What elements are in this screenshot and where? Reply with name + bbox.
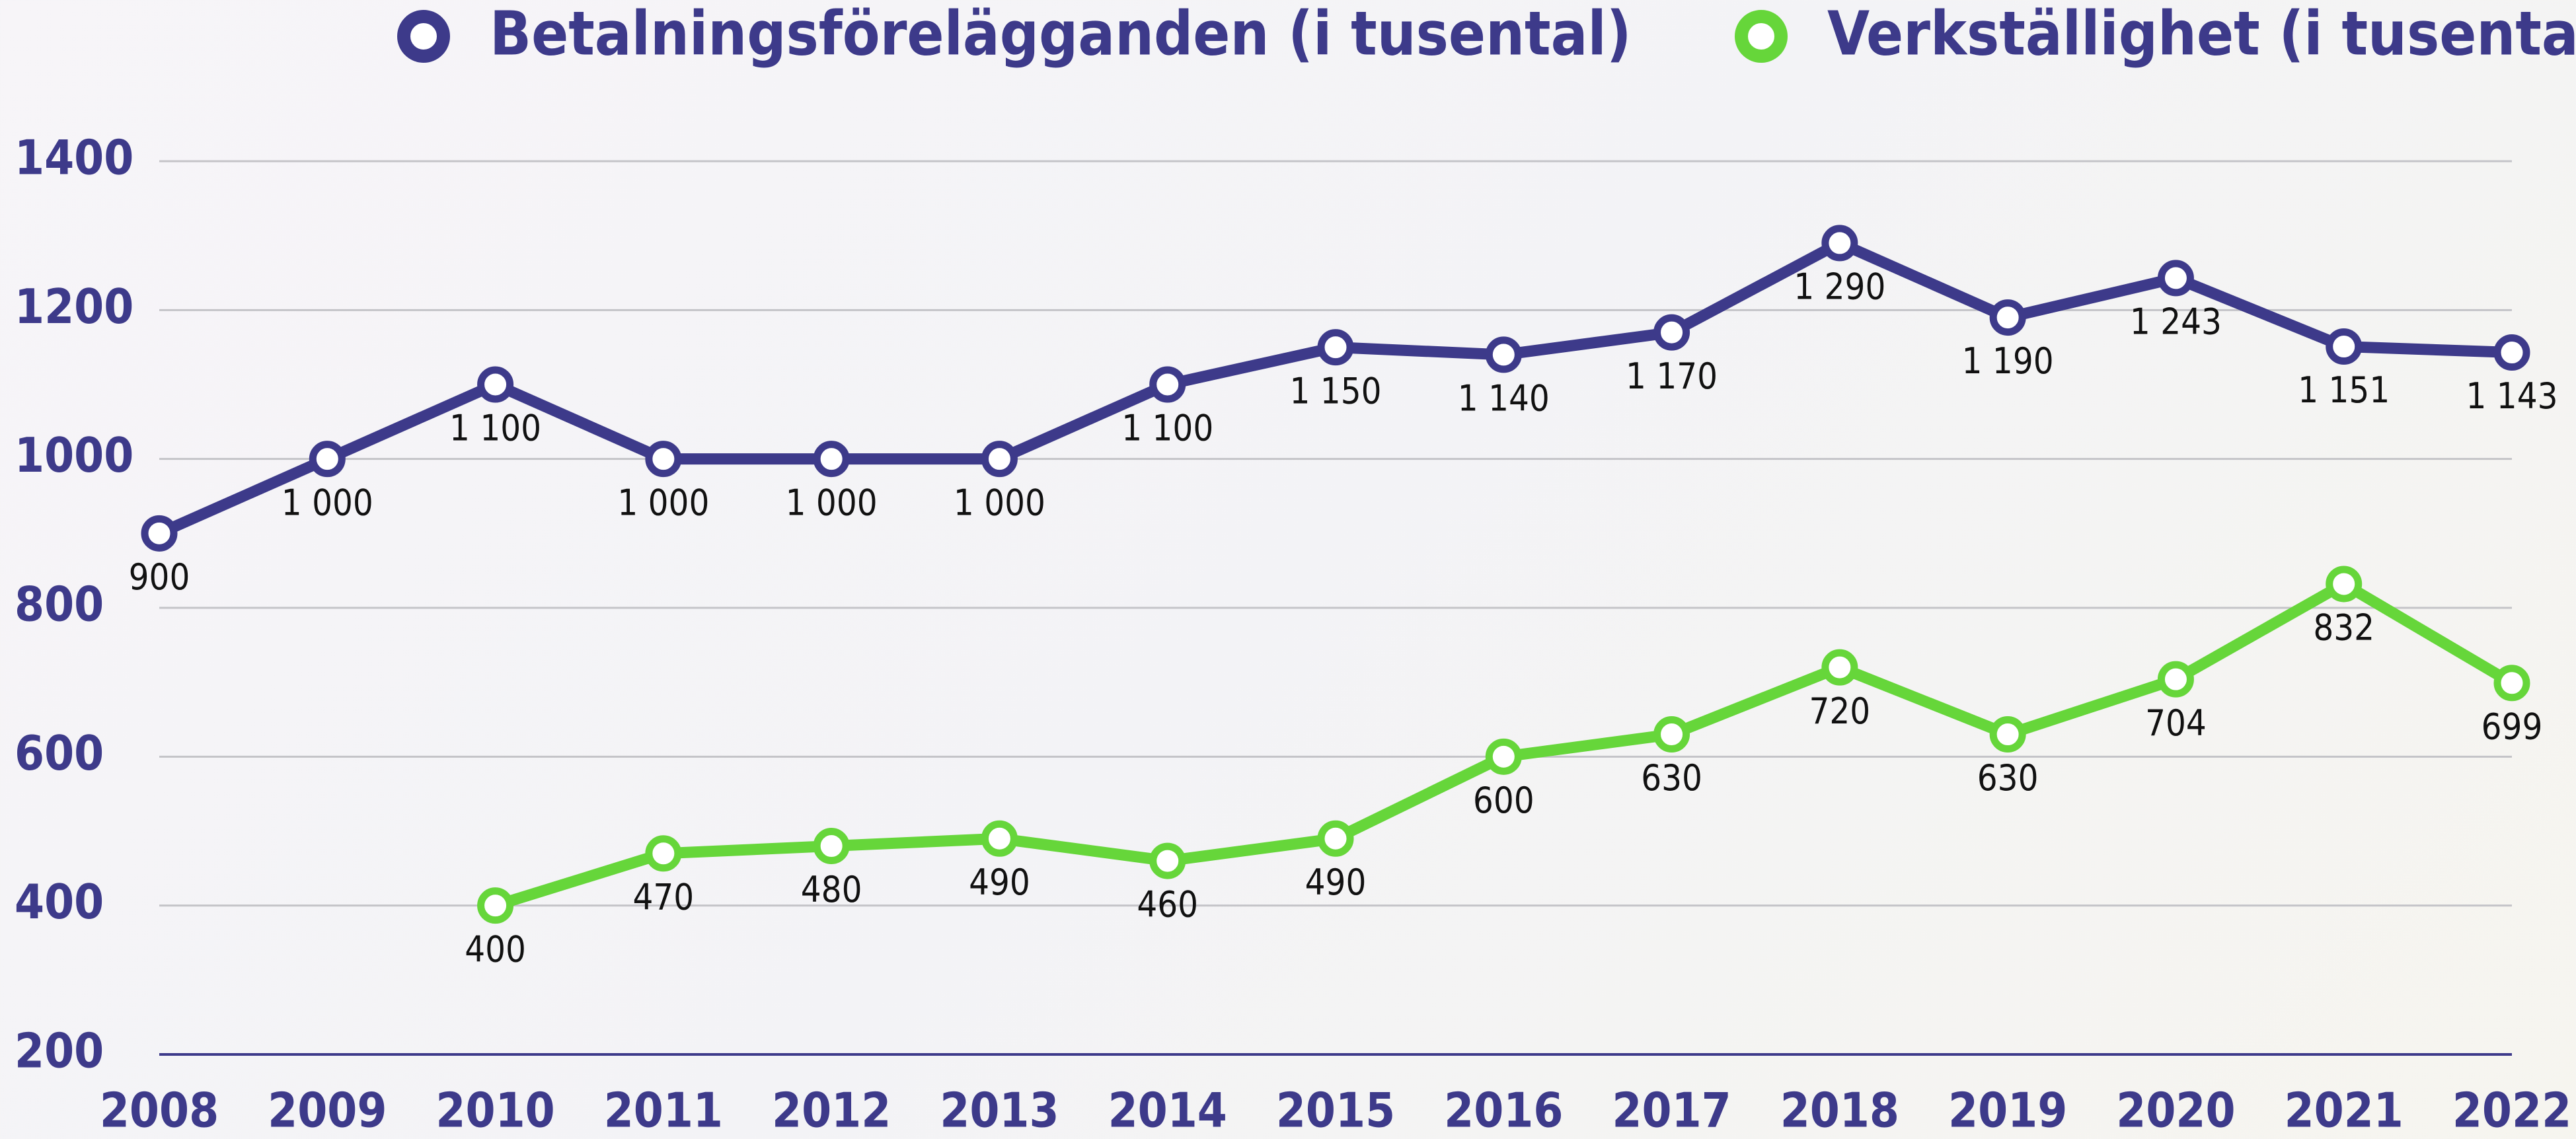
data-label: 1 100 bbox=[1121, 408, 1213, 449]
data-point bbox=[2326, 328, 2363, 365]
data-point bbox=[1989, 299, 2026, 336]
legend-label: Verkställighet (i tusental) bbox=[1827, 0, 2576, 69]
y-tick-label: 800 bbox=[15, 577, 104, 632]
data-label: 1 290 bbox=[1794, 266, 1885, 308]
x-tick-label: 2016 bbox=[1444, 1083, 1563, 1138]
data-point bbox=[813, 828, 850, 865]
data-label: 490 bbox=[1305, 862, 1367, 903]
data-point bbox=[1989, 716, 2026, 753]
data-point bbox=[1149, 842, 1186, 879]
data-label: 699 bbox=[2481, 706, 2543, 747]
data-point bbox=[309, 441, 346, 478]
data-point bbox=[1317, 820, 1354, 857]
y-tick-label: 1000 bbox=[15, 427, 133, 483]
data-label: 630 bbox=[1977, 757, 2039, 799]
data-point bbox=[645, 441, 682, 478]
data-point bbox=[477, 366, 514, 403]
data-point bbox=[1653, 716, 1690, 753]
data-label: 1 140 bbox=[1458, 378, 1550, 420]
data-point bbox=[981, 820, 1018, 857]
y-tick-label: 1200 bbox=[15, 279, 133, 334]
y-tick-label: 400 bbox=[15, 874, 104, 930]
data-point bbox=[1821, 649, 1858, 686]
data-label: 1 243 bbox=[2130, 301, 2222, 343]
data-point bbox=[141, 515, 178, 552]
data-point bbox=[1821, 225, 1858, 262]
data-label: 1 000 bbox=[954, 482, 1045, 523]
data-label: 470 bbox=[632, 876, 694, 918]
data-label: 460 bbox=[1137, 884, 1198, 926]
data-label: 832 bbox=[2313, 607, 2374, 649]
data-label: 1 143 bbox=[2466, 375, 2557, 417]
data-point bbox=[2157, 260, 2194, 297]
legend-marker bbox=[1735, 10, 1788, 63]
data-label: 1 000 bbox=[617, 482, 709, 523]
data-label: 900 bbox=[129, 556, 190, 598]
x-tick-label: 2020 bbox=[2116, 1083, 2235, 1138]
data-label: 1 151 bbox=[2298, 369, 2390, 411]
data-point bbox=[1653, 314, 1690, 351]
data-label: 1 000 bbox=[282, 482, 373, 523]
x-tick-label: 2018 bbox=[1780, 1083, 1899, 1138]
data-point bbox=[1485, 738, 1522, 775]
data-point bbox=[2157, 661, 2194, 698]
data-point bbox=[2493, 334, 2530, 371]
data-point bbox=[477, 887, 514, 924]
legend-label: Betalningsförelägganden (i tusental) bbox=[490, 0, 1632, 69]
data-label: 400 bbox=[465, 928, 526, 970]
data-point bbox=[1317, 329, 1354, 366]
y-tick-label: 1400 bbox=[15, 130, 133, 186]
legend-marker bbox=[397, 10, 450, 63]
x-tick-label: 2008 bbox=[100, 1083, 219, 1138]
data-label: 720 bbox=[1809, 690, 1870, 732]
x-tick-label: 2014 bbox=[1108, 1083, 1227, 1138]
y-tick-label: 600 bbox=[15, 725, 104, 781]
data-label: 630 bbox=[1641, 757, 1702, 799]
data-label: 480 bbox=[801, 869, 862, 910]
data-label: 1 170 bbox=[1626, 355, 1718, 397]
data-label: 600 bbox=[1473, 780, 1534, 821]
data-label: 490 bbox=[969, 862, 1030, 903]
data-point bbox=[1149, 366, 1186, 403]
data-label: 1 100 bbox=[449, 408, 541, 449]
x-tick-label: 2009 bbox=[268, 1083, 387, 1138]
x-tick-label: 2015 bbox=[1276, 1083, 1395, 1138]
data-label: 1 150 bbox=[1289, 370, 1381, 412]
x-tick-label: 2013 bbox=[940, 1083, 1059, 1138]
x-tick-label: 2012 bbox=[772, 1083, 891, 1138]
x-tick-label: 2019 bbox=[1948, 1083, 2067, 1138]
data-point bbox=[645, 835, 682, 872]
data-label: 704 bbox=[2145, 702, 2207, 744]
x-tick-label: 2010 bbox=[436, 1083, 554, 1138]
data-point bbox=[813, 441, 850, 478]
data-point bbox=[2326, 566, 2363, 603]
data-point bbox=[981, 441, 1018, 478]
data-label: 1 000 bbox=[786, 482, 878, 523]
data-point bbox=[1485, 336, 1522, 373]
x-tick-label: 2021 bbox=[2285, 1083, 2404, 1138]
y-tick-label: 200 bbox=[15, 1023, 104, 1079]
x-tick-label: 2022 bbox=[2452, 1083, 2571, 1138]
data-label: 1 190 bbox=[1962, 340, 2054, 382]
x-tick-label: 2017 bbox=[1612, 1083, 1731, 1138]
data-point bbox=[2493, 665, 2530, 702]
x-tick-label: 2011 bbox=[604, 1083, 723, 1138]
